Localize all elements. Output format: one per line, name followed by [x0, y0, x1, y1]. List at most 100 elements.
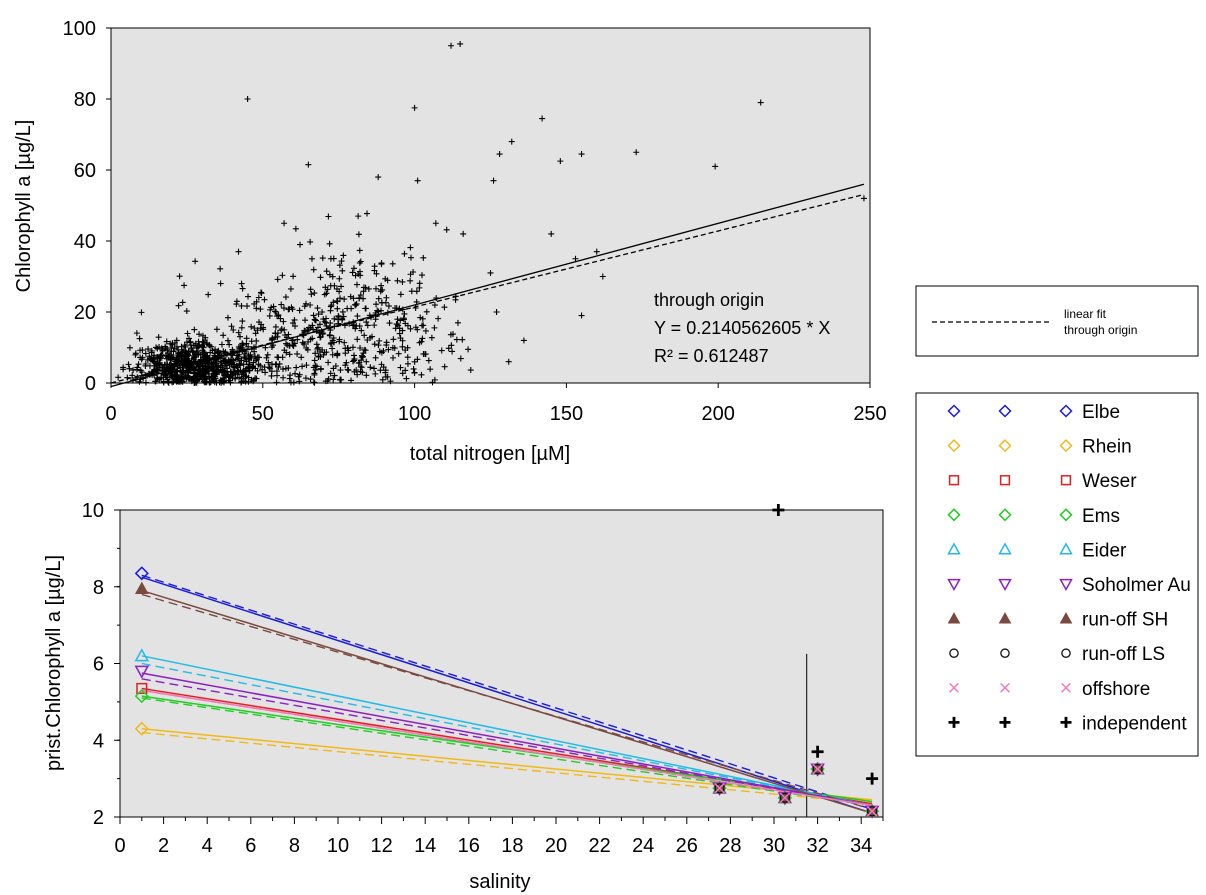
scatter-point	[423, 308, 430, 315]
scatter-point	[202, 365, 209, 372]
scatter-point	[272, 323, 279, 330]
scatter-point	[712, 163, 719, 170]
scatter-point	[280, 366, 287, 373]
scatter-point	[163, 338, 170, 345]
scatter-point	[282, 332, 289, 339]
scatter-point	[282, 294, 289, 301]
legend-rows: Elbe Rhein Weser Ems Eider Soholmer Au run-off…	[947, 402, 1191, 734]
scatter-point	[390, 336, 397, 343]
scatter-point	[187, 375, 194, 382]
scatter-point	[757, 99, 764, 106]
scatter-point	[125, 361, 132, 368]
chart-nitrogen-chlorophyll: 0 50 100 150 200 250 0 20 40 60 80 100 through orig…	[13, 18, 887, 465]
scatter-point	[403, 375, 410, 382]
scatter-point	[319, 346, 326, 353]
legend-label-run-off-ls: run-off LS	[1082, 644, 1165, 665]
scatter-point	[214, 350, 221, 357]
scatter-point	[218, 341, 225, 348]
legend-label-eider: Eider	[1082, 540, 1127, 561]
scatter-point	[418, 322, 425, 329]
scatter-point	[417, 314, 424, 321]
x-tick-label: 250	[853, 403, 886, 425]
scatter-point	[200, 339, 207, 346]
legend-marker-independent	[1060, 716, 1072, 728]
scatter-point	[378, 299, 385, 306]
scatter-point	[353, 281, 360, 288]
scatter-point	[378, 349, 385, 356]
scatter-point	[312, 366, 319, 373]
scatter-point	[310, 266, 317, 273]
scatter-point	[307, 286, 314, 293]
scatter-point	[268, 344, 275, 351]
scatter-point	[487, 269, 494, 276]
y-tick-label: 2	[93, 807, 104, 829]
scatter-point	[233, 298, 240, 305]
scatter-point	[251, 353, 258, 360]
legend-marker-run-off-sh	[1059, 612, 1073, 624]
scatter-point	[173, 337, 180, 344]
legend-marker-run-off-ls	[1061, 648, 1071, 658]
scatter-point	[427, 366, 434, 373]
x-tick-label: 12	[370, 835, 392, 857]
scatter-point	[234, 352, 241, 359]
scatter-point	[199, 342, 206, 349]
scatter-point	[284, 342, 291, 349]
fit-lines	[110, 183, 865, 388]
legend-marker-eider	[998, 542, 1012, 555]
scatter-point	[334, 350, 341, 357]
scatter-point	[120, 366, 127, 373]
scatter-point	[375, 295, 382, 302]
scatter-point	[315, 354, 322, 361]
scatter-point	[344, 305, 351, 312]
scatter-point	[153, 362, 160, 369]
scatter-point	[326, 271, 333, 278]
scatter-point	[289, 320, 296, 327]
scatter-point	[263, 354, 270, 361]
scatter-point	[162, 343, 169, 350]
scatter-point	[327, 370, 334, 377]
scatter-point	[181, 282, 188, 289]
scatter-point	[493, 309, 500, 315]
scatter-point	[382, 369, 389, 376]
scatter-point	[319, 309, 326, 316]
scatter-point	[179, 299, 186, 306]
scatter-point	[136, 378, 143, 385]
scatter-point	[183, 308, 190, 315]
legend-marker-elbe	[998, 404, 1012, 418]
annotation-line-3: R² = 0.612487	[654, 346, 769, 366]
legend-marker-offshore	[949, 682, 959, 693]
fit-dashed-soholmer-au	[141, 678, 873, 807]
scatter-point	[360, 288, 367, 295]
scatter-point	[508, 138, 515, 145]
scatter-point	[183, 339, 190, 346]
scatter-point	[321, 318, 328, 325]
scatter-point	[239, 340, 246, 347]
scatter-point	[385, 346, 392, 353]
scatter-point	[292, 323, 299, 330]
x-tick-label: 26	[676, 835, 698, 857]
scatter-point	[294, 350, 301, 357]
scatter-point	[327, 282, 334, 289]
scatter-point	[201, 370, 208, 377]
scatter-point	[467, 367, 474, 374]
scatter-point	[238, 324, 245, 331]
scatter-point	[142, 379, 149, 386]
plot-area-2	[119, 509, 884, 818]
scatter-point	[412, 324, 419, 331]
scatter-point	[326, 331, 333, 338]
scatter-point	[299, 363, 306, 370]
point-run-off-ls	[812, 763, 823, 775]
scatter-point	[254, 327, 261, 334]
scatter-point	[315, 324, 322, 331]
scatter-point	[320, 351, 327, 358]
y-tick-label: 80	[74, 89, 96, 111]
scatter-point	[292, 370, 299, 377]
scatter-point	[255, 361, 262, 368]
x-tick-label: 30	[763, 835, 785, 857]
scatter-point	[246, 355, 253, 362]
scatter-point	[578, 151, 585, 158]
scatter-point	[274, 276, 281, 283]
scatter-point	[164, 350, 171, 357]
scatter-point	[279, 354, 286, 361]
